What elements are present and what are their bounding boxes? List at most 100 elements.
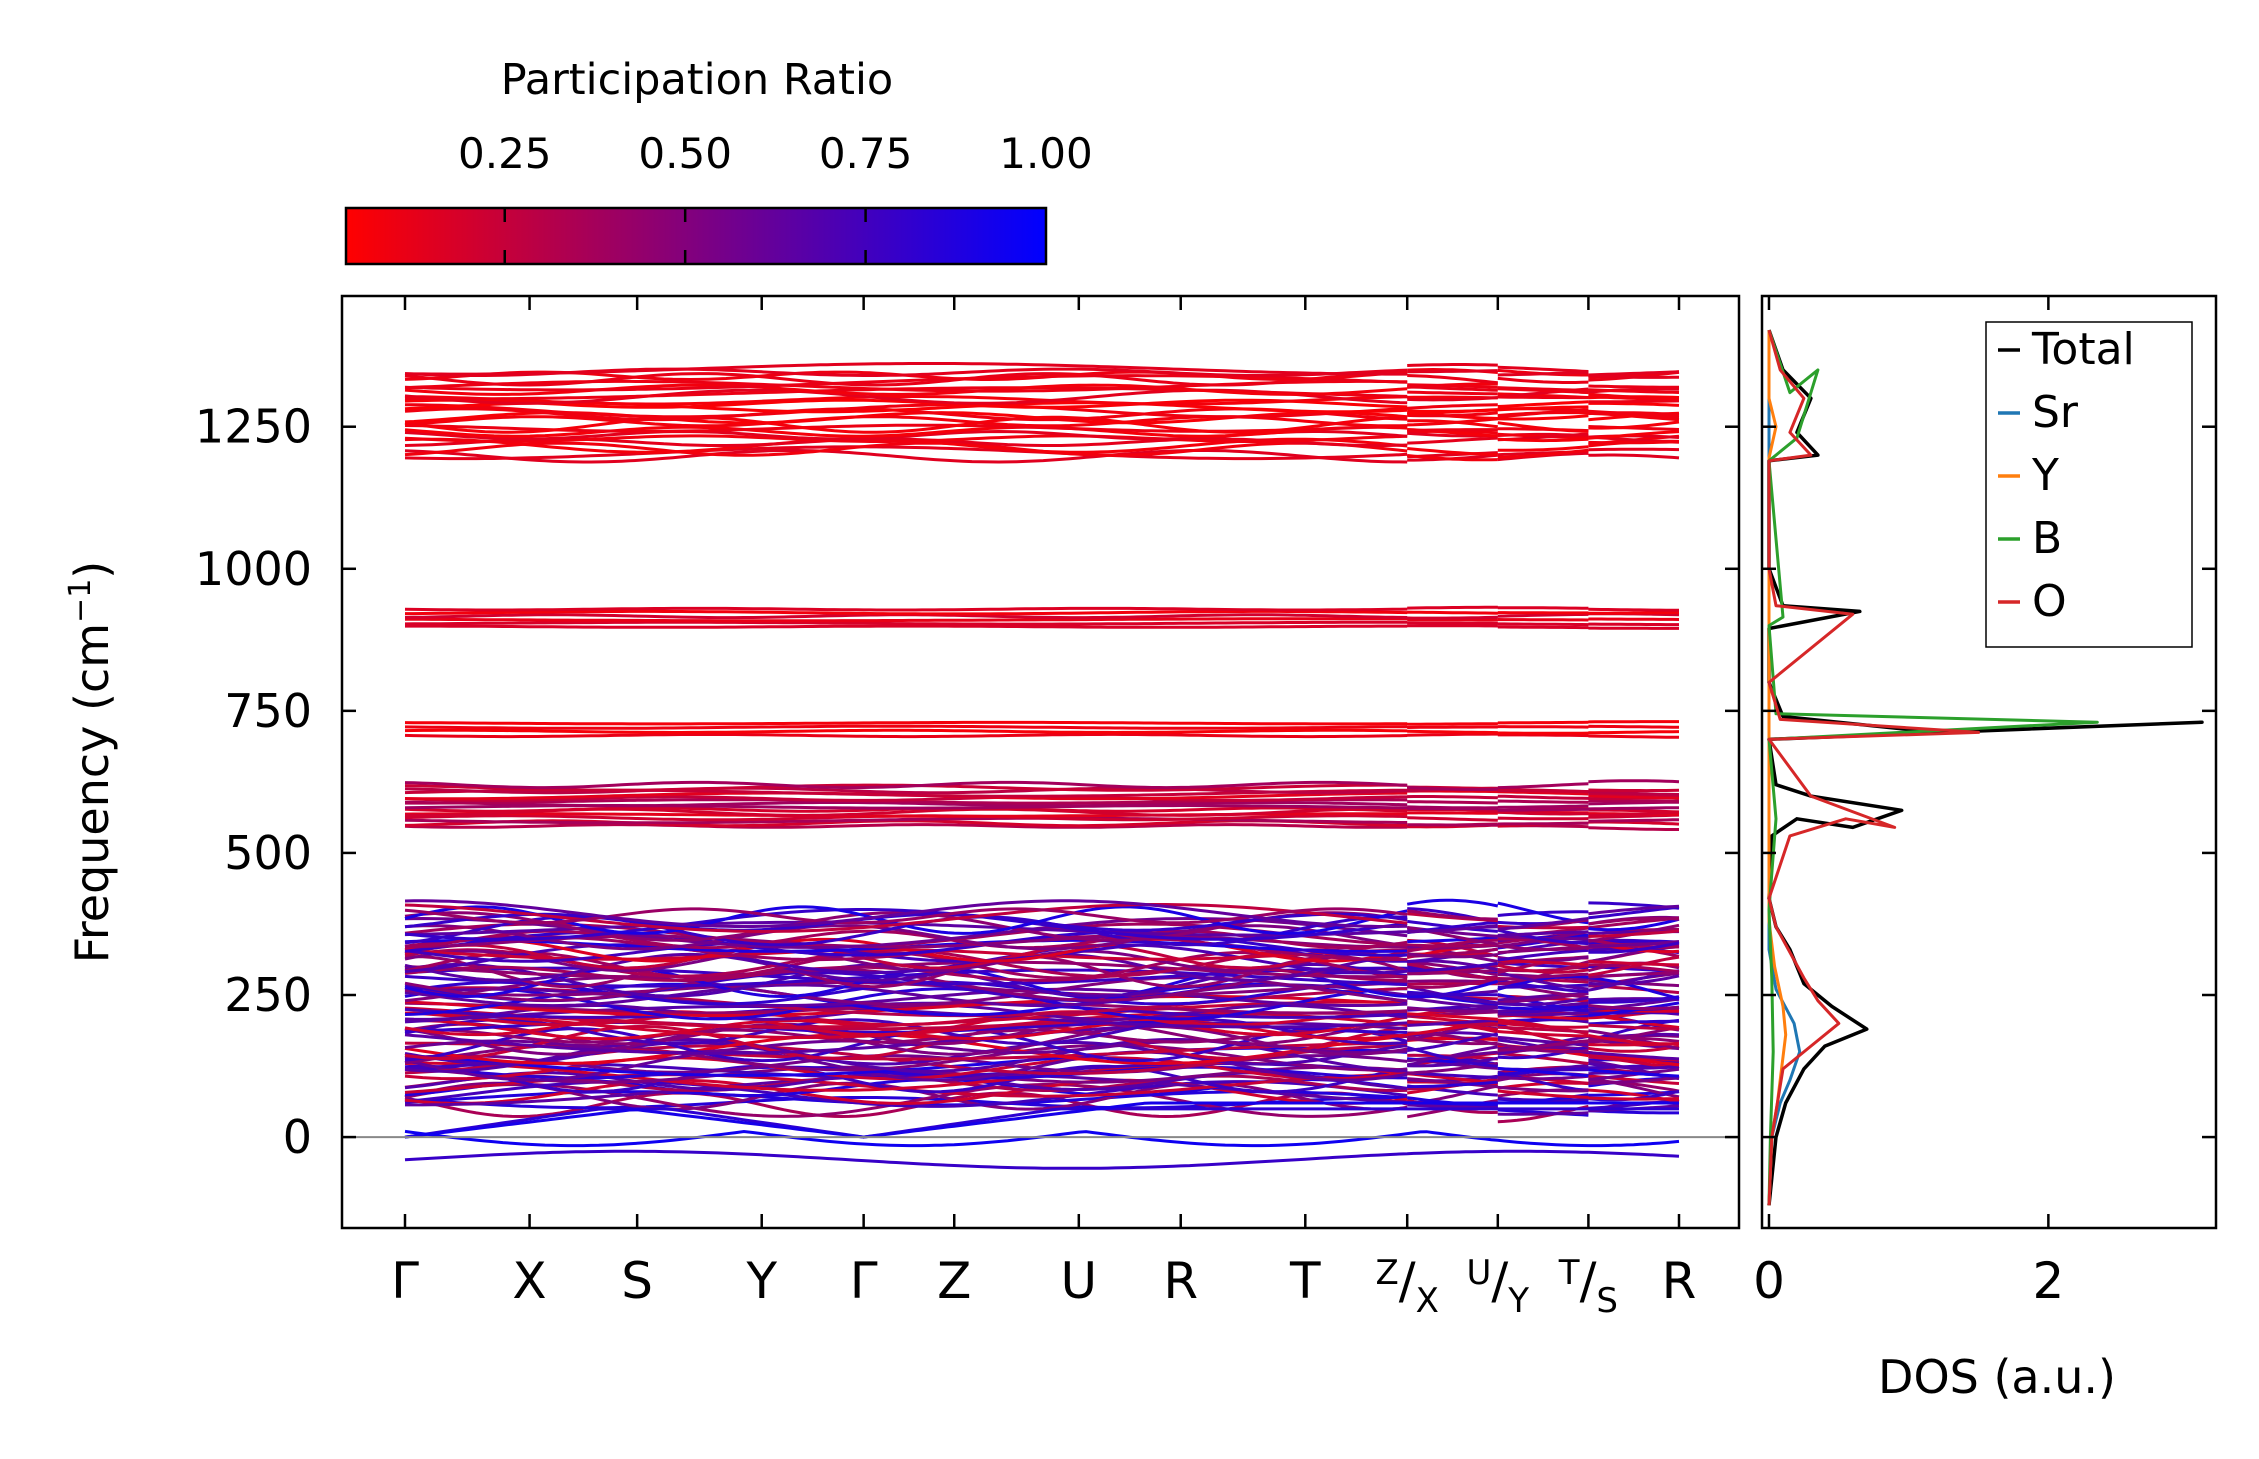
band-line xyxy=(404,1033,1680,1075)
band-line xyxy=(404,374,1679,392)
band-line xyxy=(404,445,1680,461)
band-line xyxy=(404,1058,1680,1089)
dos-legend: Total Sr YBO xyxy=(1985,321,2193,648)
band-structure-plot: 0 250 500 750 1000 1250 Γ X S Y Γ Z U R T Z/X U/Y T/S R F… xyxy=(63,294,1741,1321)
band-line xyxy=(404,370,1680,387)
k-point-label: U xyxy=(1060,1252,1097,1310)
band-line xyxy=(404,905,1680,933)
y-tick-label: 750 xyxy=(224,684,312,738)
colorbar-gradient xyxy=(344,206,1048,266)
legend-label-total: Total xyxy=(2031,324,2135,375)
band-line xyxy=(404,810,1680,818)
band-line xyxy=(404,1032,1680,1073)
legend-label-b: B xyxy=(2032,513,2062,564)
band-line xyxy=(405,617,1680,623)
band-line xyxy=(404,1022,1680,1054)
band-line xyxy=(404,907,1680,930)
dos-line-o xyxy=(1767,329,1980,1206)
k-point-label: R xyxy=(1163,1252,1198,1310)
band-line xyxy=(404,724,1679,730)
colorbar-tick-label: 0.50 xyxy=(638,129,732,178)
k-point-label: X xyxy=(512,1252,546,1310)
colorbar-tick-label: 0.75 xyxy=(819,129,913,178)
band-line xyxy=(404,605,1679,612)
band-line xyxy=(404,379,1680,394)
band-line xyxy=(404,1017,1680,1056)
band-line xyxy=(404,410,1680,428)
main-y-axis: 0 250 500 750 1000 1250 xyxy=(195,400,1739,1164)
main-x-axis: Γ X S Y Γ Z U R T Z/X U/Y T/S R xyxy=(391,296,1696,1321)
band-line xyxy=(404,1149,1680,1170)
k-point-label: Z xyxy=(937,1252,971,1310)
band-line xyxy=(404,915,1680,959)
band-line xyxy=(404,1129,1680,1148)
band-line xyxy=(404,429,1680,442)
band-line xyxy=(405,798,1680,805)
band-line xyxy=(404,779,1680,791)
band-line xyxy=(404,363,1680,379)
k-point-label: U/Y xyxy=(1467,1252,1530,1321)
band-line xyxy=(404,728,1680,735)
band-line xyxy=(404,994,1679,1021)
band-line xyxy=(404,1080,1680,1110)
k-point-label: Γ xyxy=(850,1252,878,1310)
k-point-label: T xyxy=(1289,1252,1321,1310)
legend-box xyxy=(1985,321,2193,648)
band-line xyxy=(404,423,1680,433)
colorbar: Participation Ratio 0.25 0.50 0.75 1.00 xyxy=(344,55,1093,266)
band-line xyxy=(404,1061,1680,1101)
legend-label-o: O xyxy=(2032,576,2067,627)
band-line xyxy=(404,983,1680,1017)
y-axis-label: Frequency (cm−1) xyxy=(63,561,119,964)
k-point-label: T/S xyxy=(1558,1252,1618,1321)
dos-x-tick-label: 2 xyxy=(2032,1252,2064,1310)
band-line xyxy=(404,938,1680,973)
band-line xyxy=(404,1031,1680,1070)
band-line xyxy=(405,403,1680,419)
k-point-label: Γ xyxy=(391,1252,419,1310)
y-tick-label: 0 xyxy=(283,1110,312,1164)
y-tick-label: 1250 xyxy=(195,400,312,454)
y-tick-label: 250 xyxy=(224,968,312,1022)
main-axes-frame xyxy=(340,294,1741,1230)
band-line xyxy=(404,392,1680,406)
legend-label-y: Y xyxy=(2031,450,2059,501)
band-line xyxy=(404,1101,1679,1139)
band-line xyxy=(404,794,1680,802)
band-line xyxy=(404,968,1680,997)
colorbar-ticks: 0.25 0.50 0.75 1.00 xyxy=(458,129,1093,264)
band-line xyxy=(405,609,1679,616)
legend-label-sr: Sr xyxy=(2032,387,2079,438)
k-point-label: Z/X xyxy=(1375,1252,1438,1321)
dos-curves xyxy=(1767,329,2204,1206)
dos-axes-frame xyxy=(1760,294,2218,1230)
y-tick-label: 1000 xyxy=(195,542,312,596)
colorbar-tick-label: 1.00 xyxy=(999,129,1093,178)
band-line xyxy=(404,934,1680,955)
phonon-bands xyxy=(404,362,1680,1170)
band-line xyxy=(404,720,1679,726)
colorbar-tick-label: 0.25 xyxy=(458,129,552,178)
band-line xyxy=(404,732,1680,739)
band-line xyxy=(404,982,1680,1017)
band-line xyxy=(404,899,1680,934)
band-line xyxy=(404,1032,1680,1067)
band-line xyxy=(404,439,1680,462)
band-line xyxy=(404,898,1680,935)
band-line xyxy=(404,952,1680,991)
band-line xyxy=(404,620,1679,627)
dos-x-axis-label: DOS (a.u.) xyxy=(1878,1350,2116,1404)
colorbar-title: Participation Ratio xyxy=(501,55,894,105)
band-line xyxy=(404,387,1680,405)
y-tick-label: 500 xyxy=(224,826,312,880)
band-line xyxy=(404,432,1680,447)
band-line xyxy=(404,916,1680,949)
band-line xyxy=(404,977,1680,1018)
band-line xyxy=(405,624,1679,630)
dos-x-tick-label: 0 xyxy=(1753,1252,1785,1310)
band-line xyxy=(404,929,1680,953)
